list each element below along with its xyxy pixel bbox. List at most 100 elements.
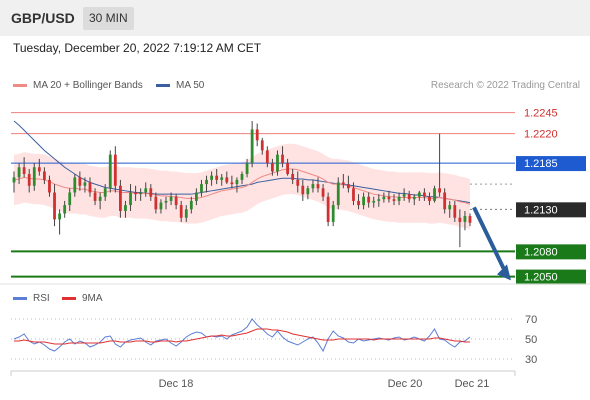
candle-body bbox=[463, 216, 467, 222]
candle-body bbox=[103, 188, 107, 197]
candle-body bbox=[458, 217, 462, 222]
candle-body bbox=[453, 205, 457, 218]
rsi-swatch bbox=[13, 296, 27, 300]
candle-body bbox=[240, 174, 244, 180]
timeframe-button[interactable]: 30 MIN bbox=[83, 7, 134, 30]
credit-text: Research © 2022 Trading Central bbox=[430, 80, 580, 91]
candle-body bbox=[301, 185, 305, 195]
candle-body bbox=[443, 192, 447, 210]
candle-body bbox=[412, 196, 416, 200]
candle-body bbox=[407, 194, 411, 200]
candle-body bbox=[184, 209, 188, 218]
candle-body bbox=[220, 177, 224, 180]
candle-body bbox=[326, 196, 330, 222]
candle-body bbox=[357, 200, 360, 206]
candle-body bbox=[372, 200, 376, 203]
candle-body bbox=[154, 196, 158, 210]
candle-body bbox=[362, 196, 365, 206]
candle-body bbox=[402, 194, 406, 197]
candle-body bbox=[215, 175, 219, 180]
symbol-label: GBP/USD bbox=[11, 10, 75, 26]
candle-body bbox=[250, 129, 254, 164]
x-tick-label: Dec 21 bbox=[455, 378, 490, 390]
legend-ma50: MA 50 bbox=[156, 80, 204, 91]
level-box-1.2050 bbox=[516, 269, 586, 285]
candle-body bbox=[164, 200, 168, 203]
timestamp: Tuesday, December 20, 2022 7:19:12 AM CE… bbox=[13, 41, 262, 55]
level-label-1.2220: 1.2220 bbox=[524, 129, 558, 141]
candle-body bbox=[37, 167, 41, 172]
candle-body bbox=[43, 171, 46, 180]
candle-body bbox=[276, 154, 279, 172]
candle-body bbox=[336, 182, 340, 206]
candle-body bbox=[438, 188, 441, 193]
candle-body bbox=[32, 167, 36, 186]
candle-body bbox=[12, 177, 16, 183]
level-label-1.2245: 1.2245 bbox=[524, 108, 558, 120]
candle-body bbox=[113, 154, 117, 186]
candle-body bbox=[377, 199, 381, 201]
candle-body bbox=[189, 200, 193, 210]
candle-body bbox=[392, 199, 396, 201]
candle-body bbox=[124, 205, 127, 211]
candle-body bbox=[179, 205, 183, 218]
x-tick-label: Dec 18 bbox=[159, 378, 194, 390]
level-box-1.2130 bbox=[516, 202, 586, 218]
candle-body bbox=[98, 196, 102, 201]
candle-body bbox=[200, 184, 203, 193]
level-box-1.2080 bbox=[516, 244, 586, 260]
candle-body bbox=[271, 163, 274, 172]
candle-body bbox=[93, 192, 97, 201]
candle-body bbox=[352, 188, 355, 201]
forecast-arrow-head bbox=[497, 264, 511, 281]
candle-body bbox=[144, 188, 148, 193]
candle-body bbox=[225, 177, 229, 183]
candle-body bbox=[306, 188, 310, 195]
candle-body bbox=[286, 163, 289, 174]
candle-body bbox=[159, 202, 163, 210]
candle-body bbox=[68, 192, 72, 206]
legend-9ma: 9MA bbox=[62, 293, 103, 304]
candle-body bbox=[139, 192, 143, 195]
candle-body bbox=[195, 192, 198, 201]
candle-body bbox=[387, 196, 391, 200]
candle-body bbox=[205, 179, 208, 185]
candle-body bbox=[255, 129, 259, 141]
candle-body bbox=[245, 163, 249, 174]
candle-body bbox=[468, 216, 472, 223]
rsi-tick-label: 70 bbox=[525, 314, 537, 326]
candle-body bbox=[433, 188, 436, 201]
level-label-1.2050: 1.2050 bbox=[524, 272, 558, 284]
candle-body bbox=[27, 174, 31, 186]
candle-body bbox=[17, 167, 21, 178]
forecast-arrow-shaft bbox=[472, 206, 508, 275]
level-label-1.2130: 1.2130 bbox=[524, 204, 558, 216]
candle-body bbox=[63, 205, 67, 214]
rsi-tick-label: 30 bbox=[525, 354, 537, 366]
candle-body bbox=[341, 182, 345, 185]
bollinger-band bbox=[14, 143, 470, 230]
candle-body bbox=[134, 192, 137, 195]
candle-body bbox=[347, 184, 350, 189]
legend-ma50-label: MA 50 bbox=[176, 80, 205, 91]
candle-body bbox=[119, 185, 122, 211]
candle-body bbox=[22, 167, 26, 174]
candle-body bbox=[265, 150, 269, 164]
candle-body bbox=[88, 182, 92, 193]
candle-body bbox=[382, 196, 386, 200]
candle-body bbox=[210, 175, 213, 180]
x-tick-label: Dec 20 bbox=[388, 378, 423, 390]
candle-body bbox=[316, 184, 320, 189]
candle-body bbox=[281, 154, 284, 164]
ma50-swatch bbox=[156, 83, 170, 87]
legend-ma20-label: MA 20 + Bollinger Bands bbox=[33, 80, 143, 91]
ma20-swatch bbox=[13, 83, 27, 87]
level-box-1.2185 bbox=[516, 156, 586, 172]
candle-body bbox=[448, 205, 452, 210]
candle-body bbox=[230, 182, 234, 185]
candle-body bbox=[311, 184, 315, 189]
candle-body bbox=[174, 196, 178, 206]
candle-body bbox=[397, 196, 401, 201]
header-bar: GBP/USD 30 MIN bbox=[0, 0, 590, 36]
